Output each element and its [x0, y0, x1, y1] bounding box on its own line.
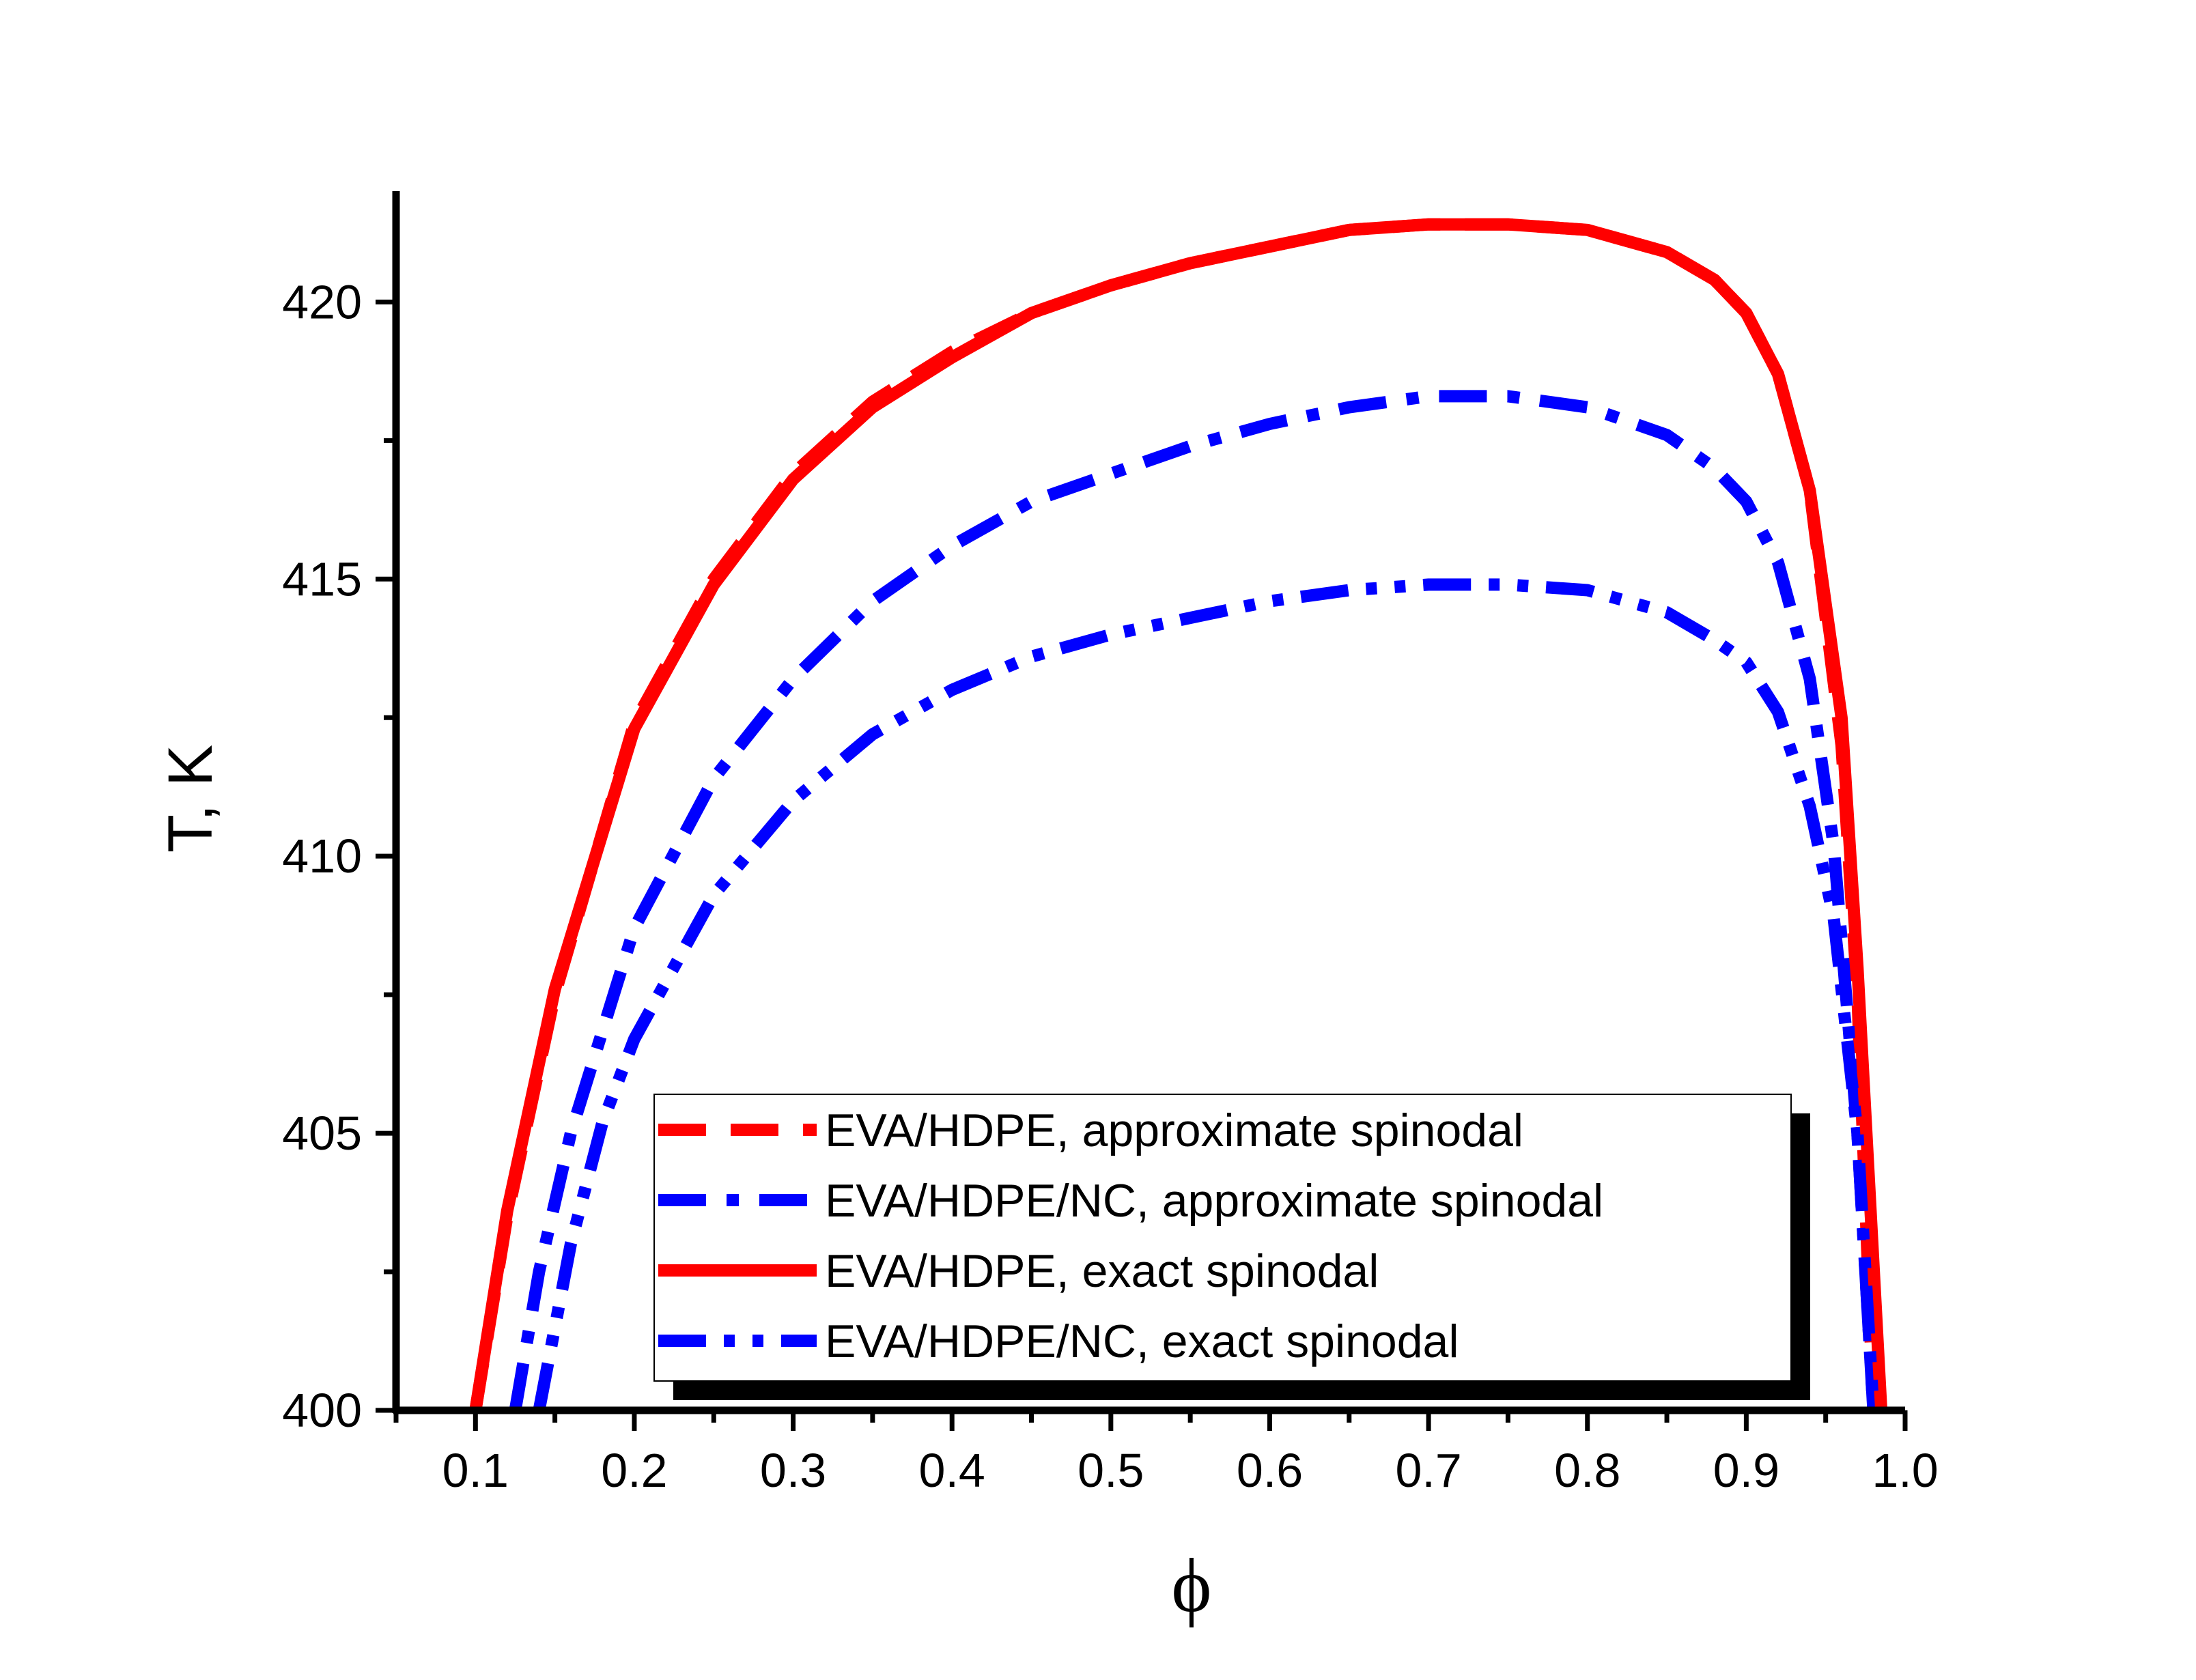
- x-tick-label: 0.3: [760, 1444, 826, 1497]
- legend-box: [653, 1094, 1792, 1382]
- y-axis-title: T, K: [156, 745, 225, 853]
- series-line-3: [469, 218, 1888, 1412]
- legend-label-1: EVA/HDPE, approximate spinodal: [825, 1105, 1523, 1156]
- y-tick-label: 410: [282, 829, 362, 883]
- plot-area: [469, 218, 1888, 1412]
- x-tick-label: 0.1: [442, 1444, 509, 1497]
- legend-label-3: EVA/HDPE, exact spinodal: [825, 1245, 1379, 1297]
- series-line-4: [533, 578, 1880, 1412]
- x-tick-label: 0.2: [601, 1444, 667, 1497]
- legend: EVA/HDPE, approximate spinodal EVA/HDPE/N…: [653, 1094, 1810, 1400]
- y-tick-label: 400: [282, 1384, 362, 1437]
- x-tick-label: 0.6: [1237, 1444, 1303, 1497]
- axes: 0.1 0.2 0.3 0.4 0.5 0.6 0.7 0.8 0.9 1.0 400 405 410 4…: [156, 191, 1939, 1628]
- x-axis-title: ϕ: [1172, 1543, 1212, 1628]
- x-tick-label: 0.5: [1078, 1444, 1144, 1497]
- y-tick-label: 420: [282, 275, 362, 328]
- x-tick-label: 0.9: [1713, 1444, 1779, 1497]
- legend-label-2: EVA/HDPE/NC, approximate spinodal: [825, 1175, 1603, 1227]
- y-tick-label: 405: [282, 1107, 362, 1160]
- x-tick-label: 1.0: [1872, 1444, 1938, 1497]
- x-tick-label: 0.8: [1554, 1444, 1620, 1497]
- series-line-2: [509, 390, 1880, 1412]
- x-tick-label: 0.7: [1395, 1444, 1461, 1497]
- y-tick-label: 415: [282, 552, 362, 606]
- x-tick-label: 0.4: [919, 1444, 985, 1497]
- legend-label-4: EVA/HDPE/NC, exact spinodal: [825, 1315, 1459, 1367]
